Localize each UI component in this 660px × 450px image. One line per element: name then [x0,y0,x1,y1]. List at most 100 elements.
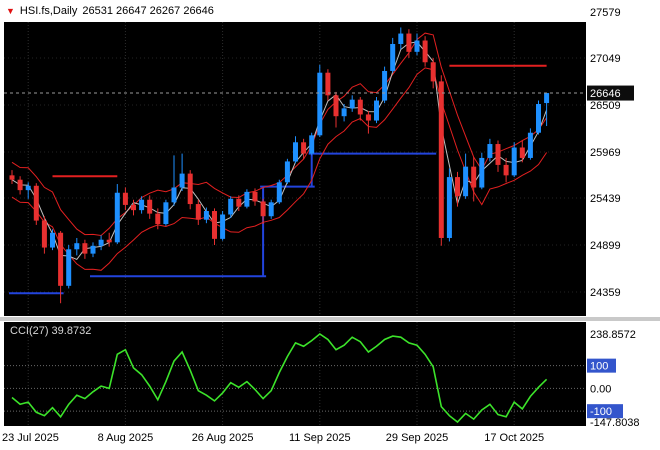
candle-body [58,232,64,286]
candle-body [33,185,39,221]
cci-plot-area[interactable] [4,322,586,426]
cci-axis-label: -147.8038 [590,417,640,429]
candle-body [382,70,388,101]
price-down-icon: ▼ [6,5,15,16]
candle-body [463,166,469,197]
cci-line [11,333,548,424]
price-axis-label[interactable]: 26509 [590,100,621,112]
candle-body [25,185,31,191]
candle-body [106,239,112,243]
candle-body [171,187,177,203]
candle-body [414,40,420,52]
candle-body [333,95,339,117]
candle-body [139,199,145,211]
envelope-lower-line [11,67,548,271]
ohlc-values-label: 26531 26647 26267 26646 [82,5,214,17]
candle-body [487,144,493,158]
candle-body [228,198,234,215]
cci-level-badge [587,404,623,419]
current-price-label: 26646 [590,88,621,100]
candle-body [301,142,307,154]
candle-body [398,33,404,44]
cci-axis-label: 238.8572 [590,329,636,341]
candle-body [317,72,323,136]
cci-axis-label: -100 [590,406,612,418]
candle-body [544,93,550,104]
cci-axis-label: 0.00 [590,383,611,395]
candle-body [503,164,509,176]
candle-body [114,192,120,243]
cci-indicator-label: CCI(27) 39.8732 [10,325,92,337]
candle-body [155,213,161,225]
candle-body [284,161,290,183]
candle-body [495,144,501,165]
candle-body [268,202,274,217]
candle-body [9,175,15,180]
candle-body [406,33,412,52]
candle-body [187,173,193,205]
candle-body [252,191,258,202]
candle-body [357,99,363,115]
candle-body [203,211,209,220]
price-axis-label[interactable]: 25439 [590,193,621,205]
candle-body [195,204,201,220]
current-price-badge [587,85,634,101]
candle-body [17,179,23,191]
candle-body [446,177,452,238]
candle-body [536,104,541,133]
candle-body [309,135,315,154]
time-axis-label[interactable]: 29 Sep 2025 [386,432,448,444]
symbol-period-label: HSI.fs,Daily [19,5,78,17]
candle-body [325,72,331,96]
candle-body [163,202,169,225]
candles [9,27,550,304]
candle-body [131,204,136,211]
candle-body [455,177,460,197]
candle-body [260,201,266,217]
candle-body [98,239,104,246]
candle-body [374,100,379,121]
time-axis-label[interactable]: 17 Oct 2025 [484,432,544,444]
cci-axis-label: 100 [590,361,608,373]
candle-body [430,62,436,82]
pane-separator[interactable] [0,317,660,321]
candle-body [390,43,396,71]
candle-body [212,211,217,239]
chart-title: ▼ HSI.fs,Daily 26531 26647 26267 26646 [6,5,214,17]
candle-body [41,220,47,248]
candle-body [50,232,55,248]
cci-level-badge [587,358,616,373]
time-axis-label[interactable]: 26 Aug 2025 [192,432,254,444]
candle-body [527,132,533,158]
candle-body [122,192,128,205]
candle-body [90,245,96,254]
candle-body [74,243,80,250]
candle-body [471,166,477,188]
candle-body [422,40,428,63]
candle-body [365,114,371,121]
price-axis-label[interactable]: 27049 [590,53,621,65]
candle-body [438,81,444,238]
candle-body [276,182,282,203]
candle-body [66,249,72,286]
price-axis-label[interactable]: 27579 [590,7,621,19]
time-axis-label[interactable]: 8 Aug 2025 [98,432,154,444]
candle-body [293,142,298,162]
main-plot-area[interactable] [4,22,586,316]
price-axis-label[interactable]: 24899 [590,240,621,252]
time-axis-label[interactable]: 23 Jul 2025 [2,432,59,444]
candle-body [147,199,153,214]
candle-body [236,198,242,207]
time-axis-label[interactable]: 11 Sep 2025 [289,432,351,444]
candle-body [82,243,88,254]
candle-body [519,147,525,158]
price-axis-label[interactable]: 25969 [590,147,621,159]
candle-body [179,173,185,188]
price-axis-label[interactable]: 24359 [590,287,621,299]
candle-body [511,147,517,176]
candle-body [341,108,347,117]
candle-body [220,214,226,239]
candle-body [349,99,355,109]
